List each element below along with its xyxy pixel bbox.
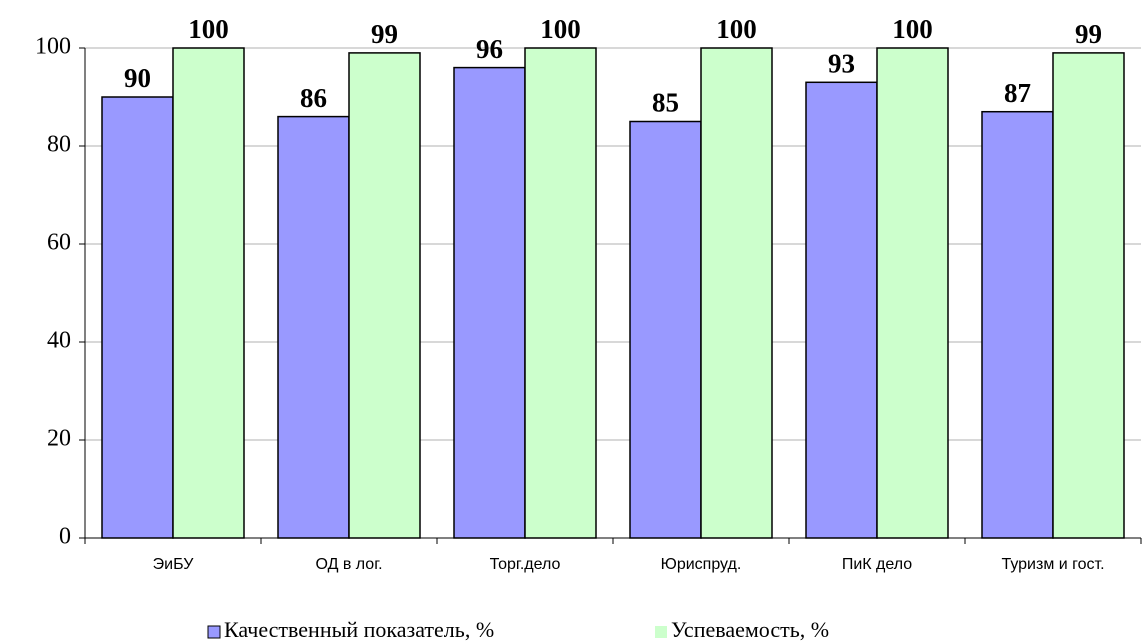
legend-marker (655, 626, 667, 638)
bar (172, 47, 245, 539)
data-label: 87 (1004, 78, 1031, 108)
data-label: 100 (716, 14, 757, 44)
data-label: 99 (1075, 19, 1102, 49)
y-tick-label: 80 (47, 132, 71, 158)
y-tick-label: 60 (47, 230, 71, 256)
legend-label: Успеваемость, % (671, 617, 829, 642)
legend-marker (207, 625, 221, 639)
data-label: 85 (652, 88, 679, 118)
y-tick-label: 100 (35, 34, 71, 60)
data-label: 96 (476, 34, 503, 64)
legend-label: Качественный показатель, % (224, 617, 494, 642)
bar (277, 115, 350, 539)
bar (524, 47, 597, 539)
bar (348, 52, 421, 539)
data-label: 93 (828, 49, 855, 79)
x-tick-label: ОД в лог. (315, 556, 382, 573)
bar (876, 47, 949, 539)
bar (981, 110, 1054, 539)
x-tick-label: Торг.дело (490, 556, 561, 573)
data-label: 86 (300, 83, 327, 113)
bar (1052, 52, 1125, 539)
x-tick-label: Туризм и гост. (1001, 556, 1104, 573)
bar (805, 81, 878, 539)
data-label: 100 (188, 14, 229, 44)
bar (629, 120, 702, 539)
data-label: 90 (124, 63, 151, 93)
x-tick-label: Юриспруд. (661, 556, 742, 573)
data-label: 100 (540, 14, 581, 44)
bar (453, 66, 526, 539)
bar (700, 47, 773, 539)
x-tick-label: ЭиБУ (153, 556, 195, 573)
y-tick-label: 20 (47, 426, 71, 452)
bar (101, 96, 174, 539)
y-tick-label: 0 (59, 524, 71, 550)
x-tick-label: ПиК дело (842, 556, 912, 573)
y-tick-label: 40 (47, 328, 71, 354)
data-label: 99 (371, 19, 398, 49)
data-label: 100 (892, 14, 933, 44)
